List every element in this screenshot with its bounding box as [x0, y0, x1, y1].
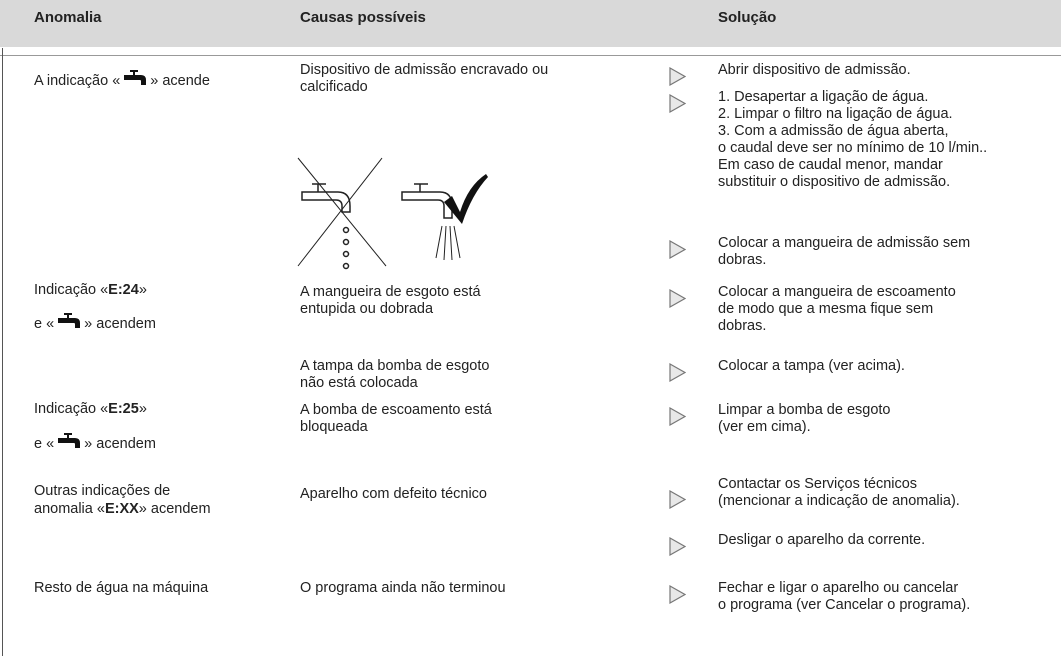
tap-icon	[123, 68, 147, 93]
solution-line: dobras.	[718, 318, 767, 334]
anomaly-text: A indicação «	[34, 73, 121, 89]
cause-line: A bomba de escoamento está	[300, 402, 492, 418]
anomaly-line: A indicação « » acende	[34, 68, 210, 93]
cause: Aparelho com defeito técnico	[300, 486, 487, 503]
cause: A tampa da bomba de esgoto não está coloc…	[300, 358, 489, 392]
solution-line: dobras.	[718, 252, 767, 268]
anomaly-text: Indicação «	[34, 282, 109, 298]
header-rule	[0, 55, 1061, 56]
solution: Desligar o aparelho da corrente.	[718, 532, 925, 549]
solution-line: Colocar a mangueira de escoamento	[718, 284, 956, 300]
anomaly-text: anomalia «	[34, 501, 105, 517]
cause-line: não está colocada	[300, 375, 418, 391]
solution-arrow	[669, 66, 687, 91]
cause-line: Aparelho com defeito técnico	[300, 486, 487, 502]
anomaly-text: » acendem	[84, 436, 156, 452]
solution-line: Fechar e ligar o aparelho ou cancelar	[718, 580, 959, 596]
solution: Limpar a bomba de esgoto (ver em cima).	[718, 402, 891, 436]
solution-arrow	[669, 93, 687, 118]
anomaly-text: e «	[34, 436, 55, 452]
solution: Contactar os Serviços técnicos (mencionar…	[718, 476, 960, 510]
cause-line: Dispositivo de admissão encravado ou	[300, 62, 549, 78]
anomaly-text: Outras indicações de	[34, 483, 171, 499]
solution: Abrir dispositivo de admissão.	[718, 62, 911, 79]
solution: 1. Desapertar a ligação de água. 2. Limpa…	[718, 89, 987, 191]
solution: Colocar a tampa (ver acima).	[718, 358, 905, 375]
solution-arrow	[669, 239, 687, 264]
cause: A bomba de escoamento está bloqueada	[300, 402, 492, 436]
solution-arrow	[669, 489, 687, 514]
anomaly-text: Resto de água na máquina	[34, 580, 209, 596]
solution-line: 3. Com a admissão de água aberta,	[718, 123, 949, 139]
solution-line: o caudal deve ser no mínimo de 10 l/min.…	[718, 140, 988, 156]
anomaly-text: »	[138, 282, 147, 298]
header-band	[0, 0, 1061, 47]
cause-line: calcificado	[300, 79, 368, 95]
anomaly-text: » acendem	[84, 316, 156, 332]
anomaly-line: e « » acendem	[34, 431, 156, 456]
solution: Colocar a mangueira de admissão sem dobra…	[718, 235, 970, 269]
anomaly-text: E:24	[108, 282, 139, 298]
solution-line: (mencionar a indicação de anomalia).	[718, 493, 960, 509]
anomaly-line: e « » acendem	[34, 311, 156, 336]
header-causes: Causas possíveis	[300, 9, 426, 26]
solution-arrow	[669, 288, 687, 313]
header-solution: Solução	[718, 9, 777, 26]
anomaly-text: E:XX	[104, 501, 139, 517]
anomaly-text: e «	[34, 316, 55, 332]
anomaly-line: Indicação «E:24»	[34, 282, 147, 299]
solution-arrow	[669, 536, 687, 561]
anomaly-text: E:25	[108, 401, 139, 417]
solution-line: Em caso de caudal menor, mandar	[718, 157, 943, 173]
solution-line: 2. Limpar o filtro na ligação de água.	[718, 106, 953, 122]
solution-arrow	[669, 584, 687, 609]
solution-line: 1. Desapertar a ligação de água.	[718, 89, 929, 105]
cause-line: entupida ou dobrada	[300, 301, 434, 317]
anomaly-line: Outras indicações de	[34, 483, 170, 500]
cause-line: O programa ainda não terminou	[300, 580, 506, 596]
solution: Fechar e ligar o aparelho ou cancelar o p…	[718, 580, 970, 614]
cause-line: A tampa da bomba de esgoto	[300, 358, 490, 374]
anomaly-line: Resto de água na máquina	[34, 580, 208, 597]
solution-arrow	[669, 362, 687, 387]
solution: Colocar a mangueira de escoamento de modo…	[718, 284, 956, 335]
cause: Dispositivo de admissão encravado ou calc…	[300, 62, 548, 96]
cause: O programa ainda não terminou	[300, 580, 506, 597]
solution-line: substituir o dispositivo de admissão.	[718, 174, 951, 190]
header-anomaly: Anomalia	[34, 9, 102, 26]
tap-icon	[57, 311, 81, 336]
solution-line: (ver em cima).	[718, 419, 811, 435]
anomaly-text: Indicação «	[34, 401, 109, 417]
solution-line: Colocar a mangueira de admissão sem	[718, 235, 971, 251]
solution-line: Contactar os Serviços técnicos	[718, 476, 918, 492]
cause-line: A mangueira de esgoto está	[300, 284, 481, 300]
anomaly-text: » acendem	[138, 501, 211, 517]
solution-line: Desligar o aparelho da corrente.	[718, 532, 926, 548]
solution-line: Limpar a bomba de esgoto	[718, 402, 891, 418]
tap-icon	[57, 431, 81, 456]
cause-line: bloqueada	[300, 419, 368, 435]
anomaly-line: Indicação «E:25»	[34, 401, 147, 418]
cause: A mangueira de esgoto está entupida ou do…	[300, 284, 481, 318]
solution-line: Abrir dispositivo de admissão.	[718, 62, 911, 78]
tap-illustration	[297, 157, 488, 270]
anomaly-text: »	[138, 401, 147, 417]
solution-arrow	[669, 406, 687, 431]
anomaly-line: anomalia «E:XX» acendem	[34, 501, 211, 518]
left-border	[2, 48, 3, 656]
anomaly-text: » acende	[150, 73, 210, 89]
solution-line: Colocar a tampa (ver acima).	[718, 358, 905, 374]
solution-line: o programa (ver Cancelar o programa).	[718, 597, 971, 613]
solution-line: de modo que a mesma fique sem	[718, 301, 934, 317]
